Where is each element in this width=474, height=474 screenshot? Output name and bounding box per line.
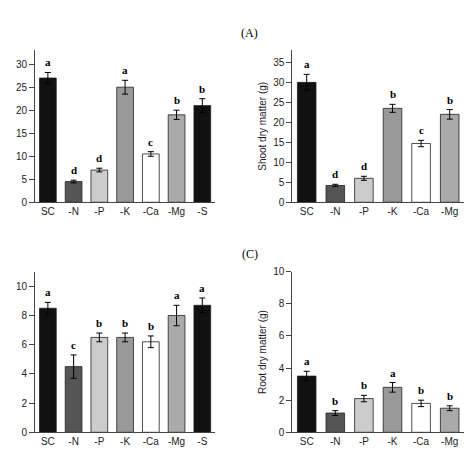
- svg-text:6: 6: [279, 330, 285, 341]
- svg-text:b: b: [447, 94, 453, 106]
- svg-text:SC: SC: [300, 206, 314, 217]
- svg-text:Shoot dry matter (g): Shoot dry matter (g): [257, 82, 268, 171]
- svg-text:4: 4: [21, 368, 27, 379]
- svg-text:a: a: [45, 286, 51, 298]
- svg-text:b: b: [199, 83, 205, 95]
- svg-text:0: 0: [279, 197, 285, 208]
- svg-text:25: 25: [273, 97, 285, 108]
- svg-text:-Mg: -Mg: [168, 436, 185, 447]
- svg-text:-K: -K: [120, 436, 130, 447]
- svg-text:c: c: [148, 136, 153, 148]
- svg-text:d: d: [361, 160, 367, 172]
- svg-text:10: 10: [273, 266, 285, 277]
- svg-text:20: 20: [273, 117, 285, 128]
- svg-text:-K: -K: [388, 206, 398, 217]
- svg-text:a: a: [199, 282, 205, 294]
- svg-text:-Mg: -Mg: [441, 206, 458, 217]
- svg-text:b: b: [96, 317, 102, 329]
- svg-text:0: 0: [21, 197, 27, 208]
- svg-text:-Ca: -Ca: [143, 206, 160, 217]
- svg-text:(A): (A): [241, 26, 258, 40]
- svg-text:a: a: [45, 56, 51, 68]
- svg-text:b: b: [332, 395, 338, 407]
- svg-text:c: c: [419, 124, 424, 136]
- svg-text:-Ca: -Ca: [143, 436, 160, 447]
- svg-text:-K: -K: [388, 436, 398, 447]
- svg-text:-S: -S: [197, 436, 207, 447]
- svg-text:-S: -S: [197, 206, 207, 217]
- svg-text:SC: SC: [41, 206, 55, 217]
- svg-text:10: 10: [273, 157, 285, 168]
- svg-text:d: d: [96, 152, 102, 164]
- svg-text:b: b: [174, 94, 180, 106]
- svg-text:4: 4: [279, 363, 285, 374]
- svg-text:b: b: [390, 88, 396, 100]
- svg-text:-Ca: -Ca: [413, 436, 430, 447]
- svg-text:30: 30: [16, 59, 28, 70]
- svg-text:-P: -P: [94, 206, 104, 217]
- svg-text:5: 5: [21, 174, 27, 185]
- svg-text:8: 8: [21, 310, 27, 321]
- svg-text:(C): (C): [242, 247, 258, 261]
- svg-text:-N: -N: [68, 206, 79, 217]
- svg-text:c: c: [71, 339, 76, 351]
- svg-text:-P: -P: [359, 436, 369, 447]
- svg-text:15: 15: [16, 128, 28, 139]
- svg-text:15: 15: [273, 137, 285, 148]
- svg-text:SC: SC: [41, 436, 55, 447]
- svg-text:5: 5: [279, 177, 285, 188]
- svg-text:35: 35: [273, 57, 285, 68]
- svg-text:20: 20: [16, 105, 28, 116]
- svg-text:a: a: [122, 64, 128, 76]
- svg-text:-Mg: -Mg: [168, 206, 185, 217]
- svg-text:b: b: [148, 320, 154, 332]
- svg-text:b: b: [361, 379, 367, 391]
- svg-text:0: 0: [279, 427, 285, 438]
- svg-text:25: 25: [16, 82, 28, 93]
- svg-text:10: 10: [16, 151, 28, 162]
- svg-text:SC: SC: [300, 436, 314, 447]
- svg-text:2: 2: [21, 398, 27, 409]
- svg-text:-P: -P: [359, 206, 369, 217]
- svg-text:-Ca: -Ca: [413, 206, 430, 217]
- svg-text:a: a: [390, 367, 396, 379]
- svg-text:-N: -N: [330, 436, 341, 447]
- svg-text:a: a: [304, 58, 310, 70]
- svg-text:-N: -N: [68, 436, 79, 447]
- svg-text:-P: -P: [94, 436, 104, 447]
- svg-text:10: 10: [16, 281, 28, 292]
- svg-text:Root dry matter (g): Root dry matter (g): [257, 310, 268, 394]
- svg-text:a: a: [174, 289, 180, 301]
- svg-text:b: b: [418, 384, 424, 396]
- svg-text:0: 0: [21, 427, 27, 438]
- svg-text:8: 8: [279, 298, 285, 309]
- svg-text:6: 6: [21, 339, 27, 350]
- svg-text:-K: -K: [120, 206, 130, 217]
- svg-text:-Mg: -Mg: [441, 436, 458, 447]
- svg-text:b: b: [447, 390, 453, 402]
- svg-text:a: a: [304, 355, 310, 367]
- svg-text:2: 2: [279, 395, 285, 406]
- svg-text:b: b: [122, 317, 128, 329]
- svg-text:-N: -N: [330, 206, 341, 217]
- svg-text:30: 30: [273, 77, 285, 88]
- svg-text:d: d: [71, 164, 77, 176]
- svg-text:d: d: [332, 168, 338, 180]
